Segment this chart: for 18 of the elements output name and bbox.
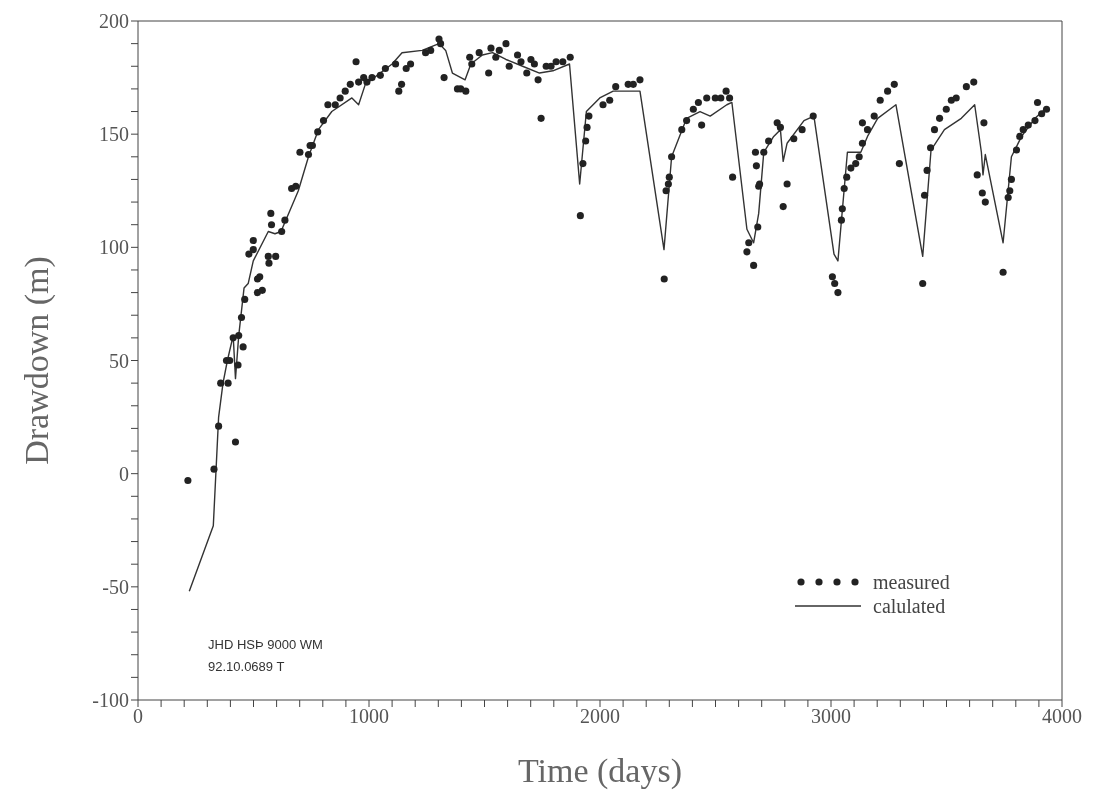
legend-label: measured [873,570,950,594]
y-tick-label: -50 [102,575,129,598]
y-tick-label: 150 [99,123,129,146]
y-tick-label: -100 [92,689,129,712]
y-axis-title: Drawdown (m) [18,256,57,465]
x-tick-label: 1000 [349,705,389,728]
y-tick-label: 50 [109,349,129,372]
x-axis-title: Time (days) [517,752,683,790]
x-tick-label: 3000 [811,705,851,728]
y-tick-label: 100 [99,236,129,259]
x-tick-label: 0 [133,705,143,728]
legend-label: calulated [873,594,946,618]
x-tick-label: 2000 [580,705,620,728]
y-tick-label: 200 [99,10,129,33]
annotation: 92.10.0689 T [208,658,286,676]
y-tick-label: 0 [119,462,129,485]
x-tick-label: 4000 [1042,705,1082,728]
annotation: JHD HSÞ 9000 WM [208,636,323,654]
